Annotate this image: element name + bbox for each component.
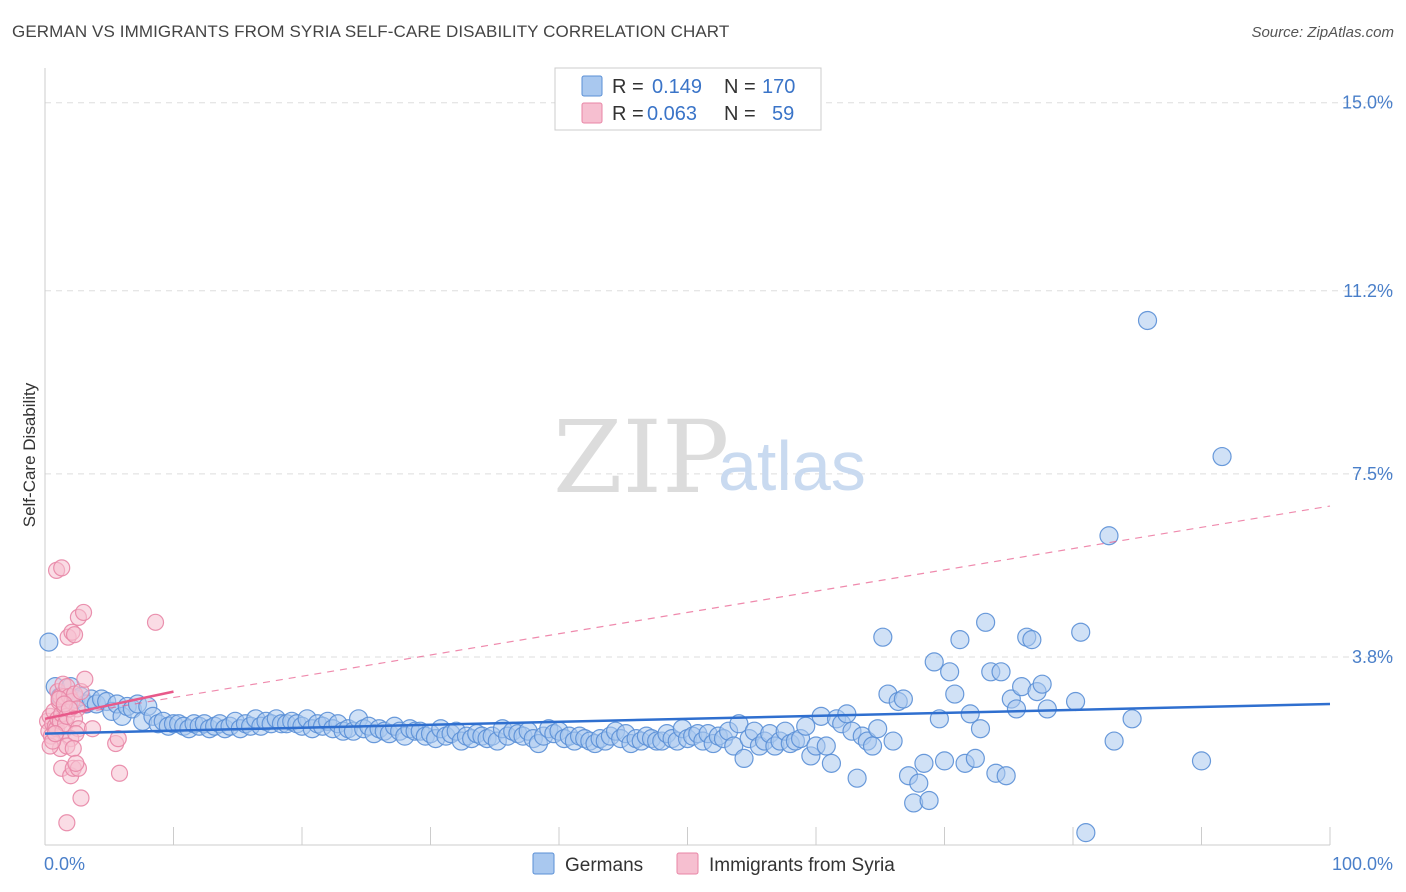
germans-point: [1099, 526, 1119, 546]
germans-point: [991, 662, 1011, 682]
germans-point: [893, 689, 913, 709]
germans-point: [1071, 622, 1091, 642]
legend-n-label-germans: N =: [724, 76, 756, 98]
germans-points: [39, 310, 1232, 843]
germans-point: [934, 751, 955, 771]
syria-point: [53, 559, 71, 577]
legend-n-value-germans: 170: [762, 76, 795, 98]
germans-point: [965, 748, 985, 769]
germans-point: [1137, 310, 1158, 331]
germans-point: [940, 662, 960, 682]
germans-point: [945, 684, 965, 704]
germans-point: [924, 652, 944, 672]
bottom-legend-swatch-syria: [676, 852, 699, 875]
chart-title: GERMAN VS IMMIGRANTS FROM SYRIA SELF-CAR…: [12, 22, 730, 41]
legend-n-label-syria: N =: [724, 103, 756, 125]
legend-r-label-syria: R =: [612, 103, 644, 125]
germans-point: [816, 736, 836, 756]
watermark-atlas: atlas: [718, 427, 866, 505]
germans-point: [39, 632, 59, 652]
watermark-zip: ZIP: [553, 399, 729, 516]
y-tick-label: 7.5%: [1352, 464, 1393, 484]
germans-point: [950, 630, 970, 650]
germans-point: [1006, 699, 1027, 719]
syria-point: [65, 626, 84, 644]
grid-lines: [45, 102, 1395, 658]
germans-point: [919, 790, 939, 811]
x-tick-label: 0.0%: [44, 854, 85, 874]
syria-point: [74, 603, 93, 622]
germans-point: [821, 753, 842, 773]
germans-point: [1032, 674, 1052, 694]
legend-r-label-germans: R =: [612, 76, 644, 98]
germans-point: [970, 719, 991, 739]
germans-point: [1122, 709, 1142, 729]
y-tick-label: 15.0%: [1342, 93, 1393, 113]
germans-point: [1104, 731, 1124, 751]
trend-lines: [44, 505, 1331, 735]
syria-point: [67, 754, 85, 772]
series-legend: Germans Immigrants from Syria: [532, 852, 895, 876]
y-axis-label: Self-Care Disability: [20, 382, 39, 527]
legend-swatch-syria: [581, 102, 603, 124]
y-tick-label: 3.8%: [1352, 647, 1393, 667]
syria-point: [64, 739, 82, 758]
germans-point: [862, 736, 883, 756]
germans-point: [734, 748, 754, 769]
germans-point: [847, 768, 867, 788]
germans-point: [724, 736, 744, 756]
germans-point: [1212, 446, 1232, 467]
syria-point: [83, 720, 102, 738]
correlation-legend: R = 0.149 N = 170 R = 0.063 N = 59: [554, 67, 822, 131]
germans-point: [868, 719, 888, 739]
legend-r-value-germans: 0.149: [652, 76, 702, 98]
germans-point: [960, 704, 980, 724]
x-tick-label: 100.0%: [1332, 854, 1393, 874]
syria-trendline-dashed: [44, 505, 1331, 720]
bottom-legend-label-syria: Immigrants from Syria: [709, 855, 895, 876]
germans-point: [1076, 823, 1096, 843]
syria-point: [76, 670, 94, 688]
germans-point: [729, 714, 749, 734]
bottom-legend-label-germans: Germans: [565, 855, 643, 876]
germans-trendline: [44, 702, 1331, 735]
x-tick-labels: 0.0% 100.0%: [44, 854, 1393, 874]
source-label: Source: ZipAtlas.com: [1251, 24, 1394, 41]
syria-point: [110, 764, 129, 782]
germans-point: [909, 773, 929, 793]
legend-n-value-syria: 59: [772, 103, 794, 125]
syria-point: [146, 613, 165, 631]
syria-point: [109, 730, 127, 748]
y-tick-labels: 3.8% 7.5% 11.2% 15.0%: [1342, 93, 1393, 667]
germans-point: [1037, 699, 1057, 719]
germans-point: [883, 731, 903, 751]
syria-point: [58, 814, 76, 832]
germans-point: [796, 716, 816, 736]
germans-point: [1191, 751, 1212, 771]
legend-swatch-germans: [581, 75, 603, 97]
germans-point: [976, 612, 996, 632]
germans-point: [914, 753, 934, 773]
germans-point: [996, 766, 1016, 786]
y-tick-label: 11.2%: [1343, 281, 1393, 301]
legend-r-value-syria: 0.063: [647, 103, 697, 125]
germans-point: [1022, 630, 1042, 650]
syria-trendline: [44, 690, 174, 721]
syria-point: [72, 789, 90, 807]
germans-point: [873, 627, 893, 647]
bottom-legend-swatch-germans: [532, 852, 555, 875]
germans-point: [1065, 691, 1086, 712]
